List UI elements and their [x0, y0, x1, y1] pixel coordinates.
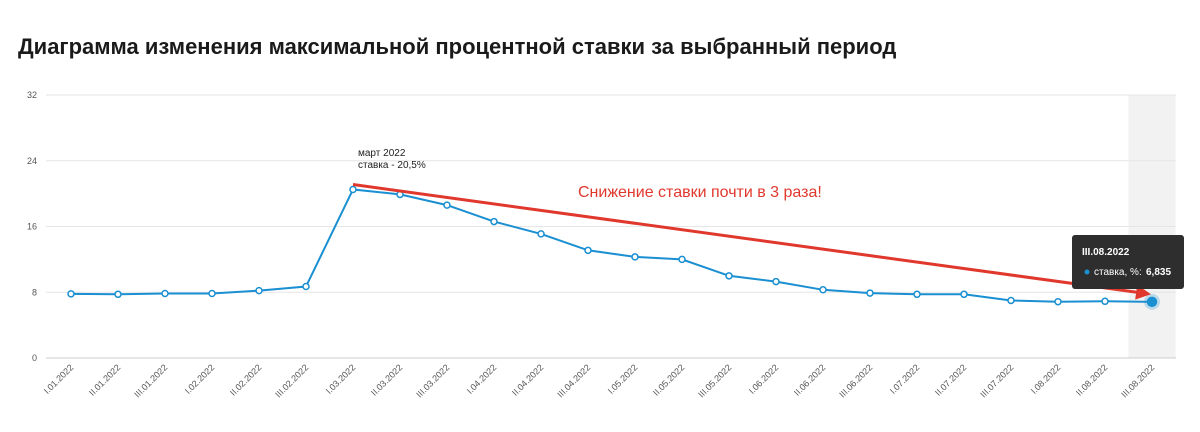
series-points — [67, 185, 1160, 310]
data-point[interactable] — [490, 217, 498, 226]
tooltip-title: III.08.2022 — [1082, 247, 1130, 258]
trend-arrow — [352, 183, 1151, 300]
x-tick-label: I.03.2022 — [324, 362, 358, 396]
x-tick-label: I.07.2022 — [888, 362, 922, 396]
data-point[interactable] — [443, 201, 451, 209]
y-tick-label: 32 — [27, 90, 37, 100]
x-tick-label: II.08.2022 — [1074, 362, 1109, 397]
x-tick-label: III.01.2022 — [132, 362, 169, 399]
x-tick-label: II.07.2022 — [933, 362, 968, 397]
grid-lines — [46, 94, 1176, 359]
x-tick-label: II.05.2022 — [651, 362, 686, 397]
x-tick-label: II.02.2022 — [228, 362, 263, 397]
data-point[interactable] — [1101, 297, 1109, 306]
x-tick-label: I.04.2022 — [465, 362, 499, 396]
y-tick-label: 16 — [27, 222, 37, 232]
tooltip-legend-dot — [1084, 269, 1090, 275]
x-tick-label: II.04.2022 — [510, 362, 545, 397]
data-point[interactable] — [772, 277, 780, 286]
x-tick-label: I.06.2022 — [747, 362, 781, 396]
data-point[interactable] — [537, 230, 545, 238]
x-tick-label: II.06.2022 — [792, 362, 827, 397]
data-point[interactable] — [584, 246, 592, 255]
data-point[interactable] — [114, 290, 122, 299]
data-point[interactable] — [302, 282, 310, 291]
x-tick-label: III.03.2022 — [414, 362, 451, 399]
x-tick-label: II.01.2022 — [87, 362, 122, 397]
x-tick-label: I.02.2022 — [183, 362, 217, 396]
x-tick-label: I.08.2022 — [1029, 362, 1063, 396]
x-tick-label: III.06.2022 — [837, 362, 874, 399]
data-point[interactable] — [631, 253, 639, 261]
data-point[interactable] — [161, 289, 169, 298]
data-point[interactable] — [208, 289, 216, 298]
y-tick-label: 0 — [32, 353, 37, 363]
data-point[interactable] — [725, 272, 733, 280]
x-tick-label: III.05.2022 — [696, 362, 733, 399]
y-tick-label: 24 — [27, 156, 37, 166]
data-point[interactable] — [866, 289, 874, 297]
data-point[interactable] — [1007, 296, 1015, 305]
x-tick-label: III.08.2022 — [1119, 362, 1156, 399]
peak-annotation-rate: ставка - 20,5% — [358, 160, 426, 171]
x-tick-label: III.02.2022 — [273, 362, 310, 399]
data-point[interactable] — [255, 286, 263, 295]
callout-text: Снижение ставки почти в 3 раза! — [578, 184, 822, 201]
x-tick-label: I.05.2022 — [606, 362, 640, 396]
peak-annotation-month: март 2022 — [358, 148, 406, 159]
data-point[interactable] — [349, 185, 357, 194]
series-line — [70, 188, 1153, 303]
tooltip-value: 6,835 — [1146, 267, 1171, 278]
data-point[interactable] — [678, 255, 686, 264]
tooltip: III.08.2022 ставка, %: 6,835 — [1072, 235, 1184, 289]
data-point[interactable] — [819, 286, 827, 294]
data-point[interactable] — [67, 290, 75, 298]
x-tick-label: III.07.2022 — [978, 362, 1015, 399]
data-point[interactable] — [913, 290, 921, 299]
x-tick-label: I.01.2022 — [42, 362, 76, 396]
page-title: Диаграмма изменения максимальной процент… — [18, 34, 897, 59]
x-tick-label: II.03.2022 — [369, 362, 404, 397]
y-axis-ticks: 0 8 16 24 32 — [27, 90, 37, 363]
x-axis-ticks: I.01.2022 II.01.2022 III.01.2022 I.02.2022 I… — [42, 362, 1157, 399]
data-point[interactable] — [1146, 296, 1158, 308]
x-tick-label: III.04.2022 — [555, 362, 592, 399]
data-point[interactable] — [1054, 297, 1062, 306]
tooltip-label: ставка, %: — [1094, 267, 1142, 278]
data-point[interactable] — [960, 290, 968, 299]
y-tick-label: 8 — [32, 287, 37, 297]
